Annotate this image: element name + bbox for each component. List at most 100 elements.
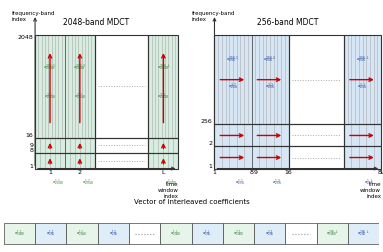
Text: $a_{2048}^{1.1}$: $a_{2048}^{1.1}$ xyxy=(52,177,63,188)
Text: 1: 1 xyxy=(29,164,33,169)
Bar xyxy=(35,35,95,138)
Bar xyxy=(149,138,178,153)
Text: 16: 16 xyxy=(26,133,33,138)
Text: $a_{2048}^{256.1}$: $a_{2048}^{256.1}$ xyxy=(43,62,57,73)
Text: 1: 1 xyxy=(209,164,213,169)
Bar xyxy=(4,223,35,244)
Bar xyxy=(98,223,129,244)
Bar xyxy=(214,124,252,146)
Bar xyxy=(344,146,381,169)
Text: frequency-band
index: frequency-band index xyxy=(192,11,235,22)
Bar xyxy=(288,124,344,146)
Text: L: L xyxy=(162,170,165,175)
Bar xyxy=(95,138,149,153)
Text: 2: 2 xyxy=(209,141,213,146)
Text: 8: 8 xyxy=(29,148,33,153)
Text: 16: 16 xyxy=(285,170,292,175)
Bar xyxy=(95,35,149,138)
Text: $a_{2048}^{256.2}$: $a_{2048}^{256.2}$ xyxy=(73,62,87,73)
Text: $a_{256}^{256.L}$: $a_{256}^{256.L}$ xyxy=(357,229,370,239)
Text: $a_{256}^{1.L}$: $a_{256}^{1.L}$ xyxy=(202,229,212,239)
Bar xyxy=(35,138,95,153)
Text: $a_{256}^{1.1}$: $a_{256}^{1.1}$ xyxy=(46,229,56,239)
Text: 9: 9 xyxy=(254,170,257,175)
Text: $a_{256}^{1.L}$: $a_{256}^{1.L}$ xyxy=(365,177,374,188)
Text: $a_{256}^{2.1}$: $a_{256}^{2.1}$ xyxy=(228,82,238,92)
Bar xyxy=(129,223,160,244)
Text: $a_{2048}^{2.L}$: $a_{2048}^{2.L}$ xyxy=(157,91,170,102)
Text: Vector of interleaved coefficients: Vector of interleaved coefficients xyxy=(134,199,249,205)
Bar xyxy=(35,138,65,153)
Bar xyxy=(252,146,288,169)
Text: 256-band MDCT: 256-band MDCT xyxy=(257,18,318,27)
Text: $a_{256}^{2.L}$: $a_{256}^{2.L}$ xyxy=(357,82,368,92)
Bar xyxy=(149,35,178,138)
Text: $a_{256}^{1.1}$: $a_{256}^{1.1}$ xyxy=(235,177,245,188)
Text: $a_{256}^{1.2}$: $a_{256}^{1.2}$ xyxy=(108,229,118,239)
Bar xyxy=(65,35,95,138)
Bar xyxy=(223,223,254,244)
Bar xyxy=(149,138,178,153)
Text: $a_{256}^{1.2}$: $a_{256}^{1.2}$ xyxy=(272,177,282,188)
Bar xyxy=(35,35,65,138)
Text: $a_{2048}^{2.2}$: $a_{2048}^{2.2}$ xyxy=(74,91,86,102)
Bar xyxy=(214,146,252,169)
Bar xyxy=(65,138,95,153)
Text: 8: 8 xyxy=(250,170,254,175)
Bar xyxy=(149,153,178,169)
Bar xyxy=(149,153,178,169)
Bar xyxy=(254,223,285,244)
Bar xyxy=(214,35,252,124)
Text: 1: 1 xyxy=(48,170,52,175)
Bar xyxy=(95,138,149,153)
Bar xyxy=(348,223,379,244)
Bar xyxy=(344,35,381,124)
Text: 2048: 2048 xyxy=(18,35,33,40)
Text: $a_{256}^{2.1}$: $a_{256}^{2.1}$ xyxy=(265,229,275,239)
Bar xyxy=(344,35,381,124)
Bar xyxy=(344,124,381,146)
Text: $a_{2048}^{256.L}$: $a_{2048}^{256.L}$ xyxy=(326,229,339,239)
Text: 2048-band MDCT: 2048-band MDCT xyxy=(63,18,129,27)
Bar xyxy=(214,146,288,169)
Text: $a_{2048}^{1.2}$: $a_{2048}^{1.2}$ xyxy=(82,177,93,188)
Text: $a_{256}^{256.2}$: $a_{256}^{256.2}$ xyxy=(264,55,277,65)
Bar xyxy=(192,223,223,244)
Bar xyxy=(95,35,149,138)
Text: $a_{256}^{256.1}$: $a_{256}^{256.1}$ xyxy=(226,55,240,65)
Text: $a_{256}^{2.2}$: $a_{256}^{2.2}$ xyxy=(265,82,275,92)
Text: time
window
index: time window index xyxy=(360,182,381,199)
Bar xyxy=(288,146,344,169)
Text: $a_{256}^{256.L}$: $a_{256}^{256.L}$ xyxy=(356,55,370,65)
Bar xyxy=(35,153,65,169)
Text: $a_{2048}^{2.1}$: $a_{2048}^{2.1}$ xyxy=(233,229,244,239)
Text: $a_{2048}^{1.L}$: $a_{2048}^{1.L}$ xyxy=(170,229,182,239)
Bar xyxy=(160,223,192,244)
Bar xyxy=(288,124,344,146)
Bar xyxy=(288,35,344,124)
Text: $a_{2048}^{1.2}$: $a_{2048}^{1.2}$ xyxy=(77,229,88,239)
Text: 1: 1 xyxy=(213,170,216,175)
Text: $a_{2048}^{256.L}$: $a_{2048}^{256.L}$ xyxy=(157,62,170,73)
Bar xyxy=(317,223,348,244)
Bar xyxy=(344,146,381,169)
Text: time
window
index: time window index xyxy=(157,182,178,199)
Bar xyxy=(65,153,95,169)
Bar xyxy=(288,146,344,169)
Text: 8L: 8L xyxy=(377,170,383,175)
Bar xyxy=(35,223,66,244)
Bar xyxy=(214,124,288,146)
Text: 9: 9 xyxy=(29,143,33,148)
Bar xyxy=(149,35,178,138)
Text: 256: 256 xyxy=(201,119,213,124)
Bar xyxy=(252,124,288,146)
Bar xyxy=(35,153,95,169)
Text: frequency-band
index: frequency-band index xyxy=(11,11,55,22)
Text: $a_{2048}^{1.L}$: $a_{2048}^{1.L}$ xyxy=(165,177,177,188)
Bar xyxy=(288,35,344,124)
Bar xyxy=(95,153,149,169)
Bar xyxy=(344,124,381,146)
Bar xyxy=(252,35,288,124)
Text: $a_{2048}^{1.1}$: $a_{2048}^{1.1}$ xyxy=(14,229,25,239)
Bar xyxy=(214,35,288,124)
